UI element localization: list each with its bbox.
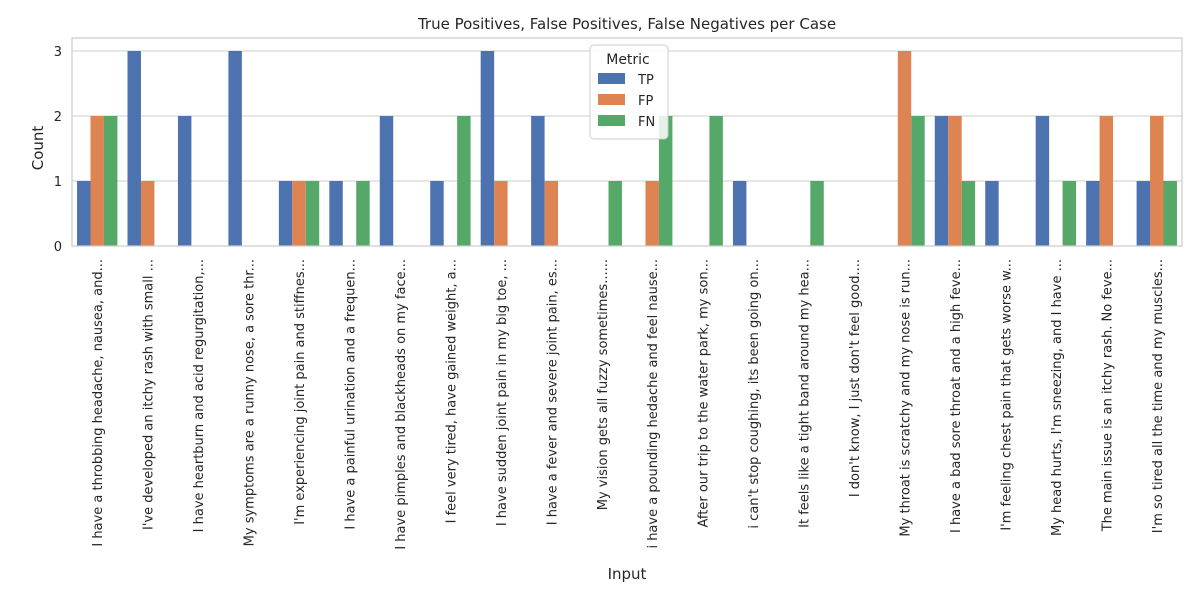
bar-fp [1150, 116, 1164, 246]
legend: Metric TP FP FN [589, 44, 669, 140]
x-tick-label: I feel very tired, have gained weight, a… [444, 259, 459, 523]
y-axis-label: Count [29, 126, 47, 171]
bar-tp [985, 181, 999, 246]
bar-tp [228, 51, 242, 246]
x-tick-label: It feels like a tight band around my hea… [798, 259, 813, 528]
y-tick-label: 2 [54, 110, 62, 125]
bar-fp [140, 181, 155, 246]
bar-tp [934, 116, 949, 246]
x-tick-label: I have sudden joint pain in my big toe, … [495, 259, 510, 526]
bar-tp [1086, 181, 1100, 246]
bar-fn [1062, 181, 1077, 246]
legend-title: Metric [606, 52, 650, 68]
x-tick-label: My throat is scratchy and my nose is run… [899, 259, 914, 537]
x-tick-label: I don't know, I just don't feel good.... [848, 259, 863, 497]
legend-label-fp: FP [638, 94, 653, 109]
bar-fn [709, 116, 723, 246]
bar-fn [305, 181, 320, 246]
bar-fp [948, 116, 962, 246]
legend-swatch-tp [598, 73, 625, 84]
x-tick-label: I'm experiencing joint pain and stiffnes… [293, 259, 308, 525]
bar-fp [1099, 116, 1114, 246]
bar-tp [732, 181, 747, 246]
bar-fp [897, 51, 912, 246]
x-tick-label: My head hurts, I'm sneezing, and I have … [1050, 259, 1065, 536]
x-tick-label: i have a pounding hedache and feel nause… [646, 259, 661, 549]
legend-swatch-fp [598, 94, 625, 105]
x-tick-label: I have heartburn and acid regurgitation,… [192, 259, 207, 532]
x-tick-label: After our trip to the water park, my son… [697, 259, 712, 528]
bar-fn [961, 181, 976, 246]
bars [77, 51, 1177, 246]
legend-label-fn: FN [638, 115, 655, 130]
bar-fn [356, 181, 370, 246]
bar-fn [608, 181, 622, 246]
y-ticks: 0 1 2 3 [54, 45, 62, 255]
x-tick-label: I have a bad sore throat and a high feve… [949, 259, 964, 533]
bar-tp [531, 116, 545, 246]
x-axis-label: Input [608, 565, 647, 583]
x-tick-label: I have a fever and severe joint pain, es… [545, 259, 560, 525]
x-tick-label: I have a throbbing headache, nausea, and… [91, 259, 106, 547]
bar-tp [329, 181, 343, 246]
x-ticks: I have a throbbing headache, nausea, and… [91, 259, 1166, 550]
bar-fn [1163, 181, 1177, 246]
y-tick-label: 1 [54, 175, 62, 190]
y-tick-label: 0 [54, 240, 62, 255]
y-tick-label: 3 [54, 45, 62, 60]
legend-swatch-fn [598, 115, 625, 126]
bar-fp [645, 181, 659, 246]
x-tick-label: My vision gets all fuzzy sometimes...... [596, 259, 611, 510]
bar-fp [544, 181, 559, 246]
bar-fn [658, 116, 673, 246]
bar-fn [103, 116, 118, 246]
bar-tp [1136, 181, 1151, 246]
bar-tp [430, 181, 444, 246]
bar-tp [1035, 116, 1050, 246]
plot-frame [71, 37, 1183, 247]
x-tick-label: I'm so tired all the time and my muscles… [1151, 259, 1166, 533]
bar-fp [494, 181, 508, 246]
legend-label-tp: TP [637, 73, 654, 88]
x-tick-label: I'm feeling chest pain that gets worse w… [999, 259, 1014, 531]
bar-tp [379, 116, 394, 246]
x-tick-label: I've developed an itchy rash with small … [142, 259, 157, 530]
bar-tp [127, 51, 141, 246]
bar-fp [90, 116, 104, 246]
bar-fn [457, 116, 471, 246]
chart-title: True Positives, False Positives, False N… [417, 15, 836, 33]
bar-fn [810, 181, 824, 246]
x-tick-label: My symptoms are a runny nose, a sore thr… [243, 259, 258, 546]
bar-tp [480, 51, 495, 246]
bar-tp [77, 181, 91, 246]
x-tick-label: I have a painful urination and a frequen… [344, 259, 359, 530]
bar-fp [292, 181, 306, 246]
bar-fn [911, 116, 925, 246]
bar-tp [278, 181, 293, 246]
x-tick-label: The main issue is an itchy rash. No feve… [1100, 259, 1115, 532]
bar-tp [177, 116, 192, 246]
x-tick-label: I have pimples and blackheads on my face… [394, 259, 409, 550]
x-tick-label: i can't stop coughing, its been going on… [747, 259, 762, 529]
